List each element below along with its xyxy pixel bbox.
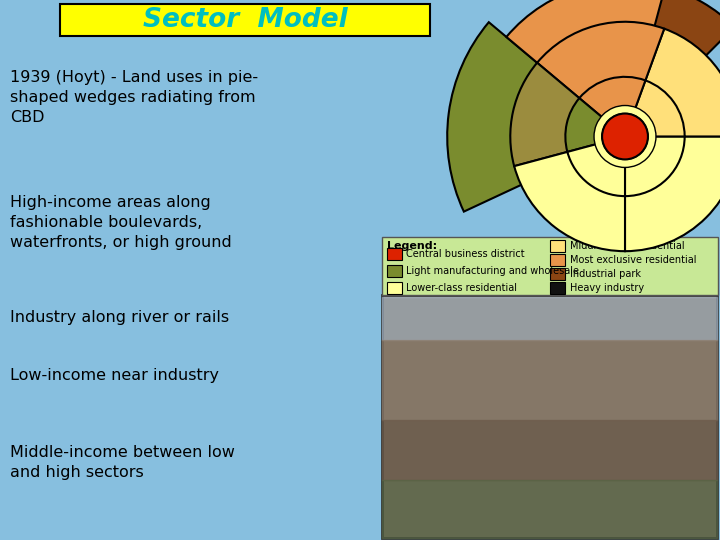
Wedge shape xyxy=(625,137,720,251)
Text: Central business district: Central business district xyxy=(406,249,525,259)
Wedge shape xyxy=(625,29,720,137)
Text: Legend:: Legend: xyxy=(387,241,437,251)
FancyBboxPatch shape xyxy=(550,240,565,252)
Wedge shape xyxy=(447,22,625,212)
Text: Middle-income between low
and high sectors: Middle-income between low and high secto… xyxy=(10,445,235,480)
Wedge shape xyxy=(510,63,625,166)
Text: 1939 (Hoyt) - Land uses in pie-
shaped wedges radiating from
CBD: 1939 (Hoyt) - Land uses in pie- shaped w… xyxy=(10,70,258,125)
Text: Most exclusive residential: Most exclusive residential xyxy=(570,255,696,265)
Text: Middle-class residential: Middle-class residential xyxy=(570,241,685,251)
Text: Lower-class residential: Lower-class residential xyxy=(406,283,517,293)
Text: Industrial park: Industrial park xyxy=(570,269,641,279)
Wedge shape xyxy=(567,137,625,196)
Wedge shape xyxy=(565,98,625,152)
Text: High-income areas along
fashionable boulevards,
waterfronts, or high ground: High-income areas along fashionable boul… xyxy=(10,195,232,249)
Wedge shape xyxy=(625,0,720,137)
Wedge shape xyxy=(594,105,656,167)
Text: Sector  Model: Sector Model xyxy=(143,7,347,33)
FancyBboxPatch shape xyxy=(550,254,565,266)
FancyBboxPatch shape xyxy=(60,4,430,36)
Text: Light manufacturing and wholesale: Light manufacturing and wholesale xyxy=(406,266,579,276)
Wedge shape xyxy=(514,137,625,251)
FancyBboxPatch shape xyxy=(382,237,718,295)
Wedge shape xyxy=(580,77,645,137)
Wedge shape xyxy=(625,80,685,137)
FancyBboxPatch shape xyxy=(387,282,402,294)
Text: Low-income near industry: Low-income near industry xyxy=(10,368,219,383)
Text: Heavy industry: Heavy industry xyxy=(570,283,644,293)
Wedge shape xyxy=(506,0,678,137)
FancyBboxPatch shape xyxy=(550,282,565,294)
Wedge shape xyxy=(625,137,685,196)
FancyBboxPatch shape xyxy=(387,248,402,260)
FancyBboxPatch shape xyxy=(387,265,402,277)
Wedge shape xyxy=(537,22,665,137)
FancyBboxPatch shape xyxy=(382,295,717,538)
Text: Industry along river or rails: Industry along river or rails xyxy=(10,310,229,325)
Circle shape xyxy=(602,113,648,159)
FancyBboxPatch shape xyxy=(550,268,565,280)
